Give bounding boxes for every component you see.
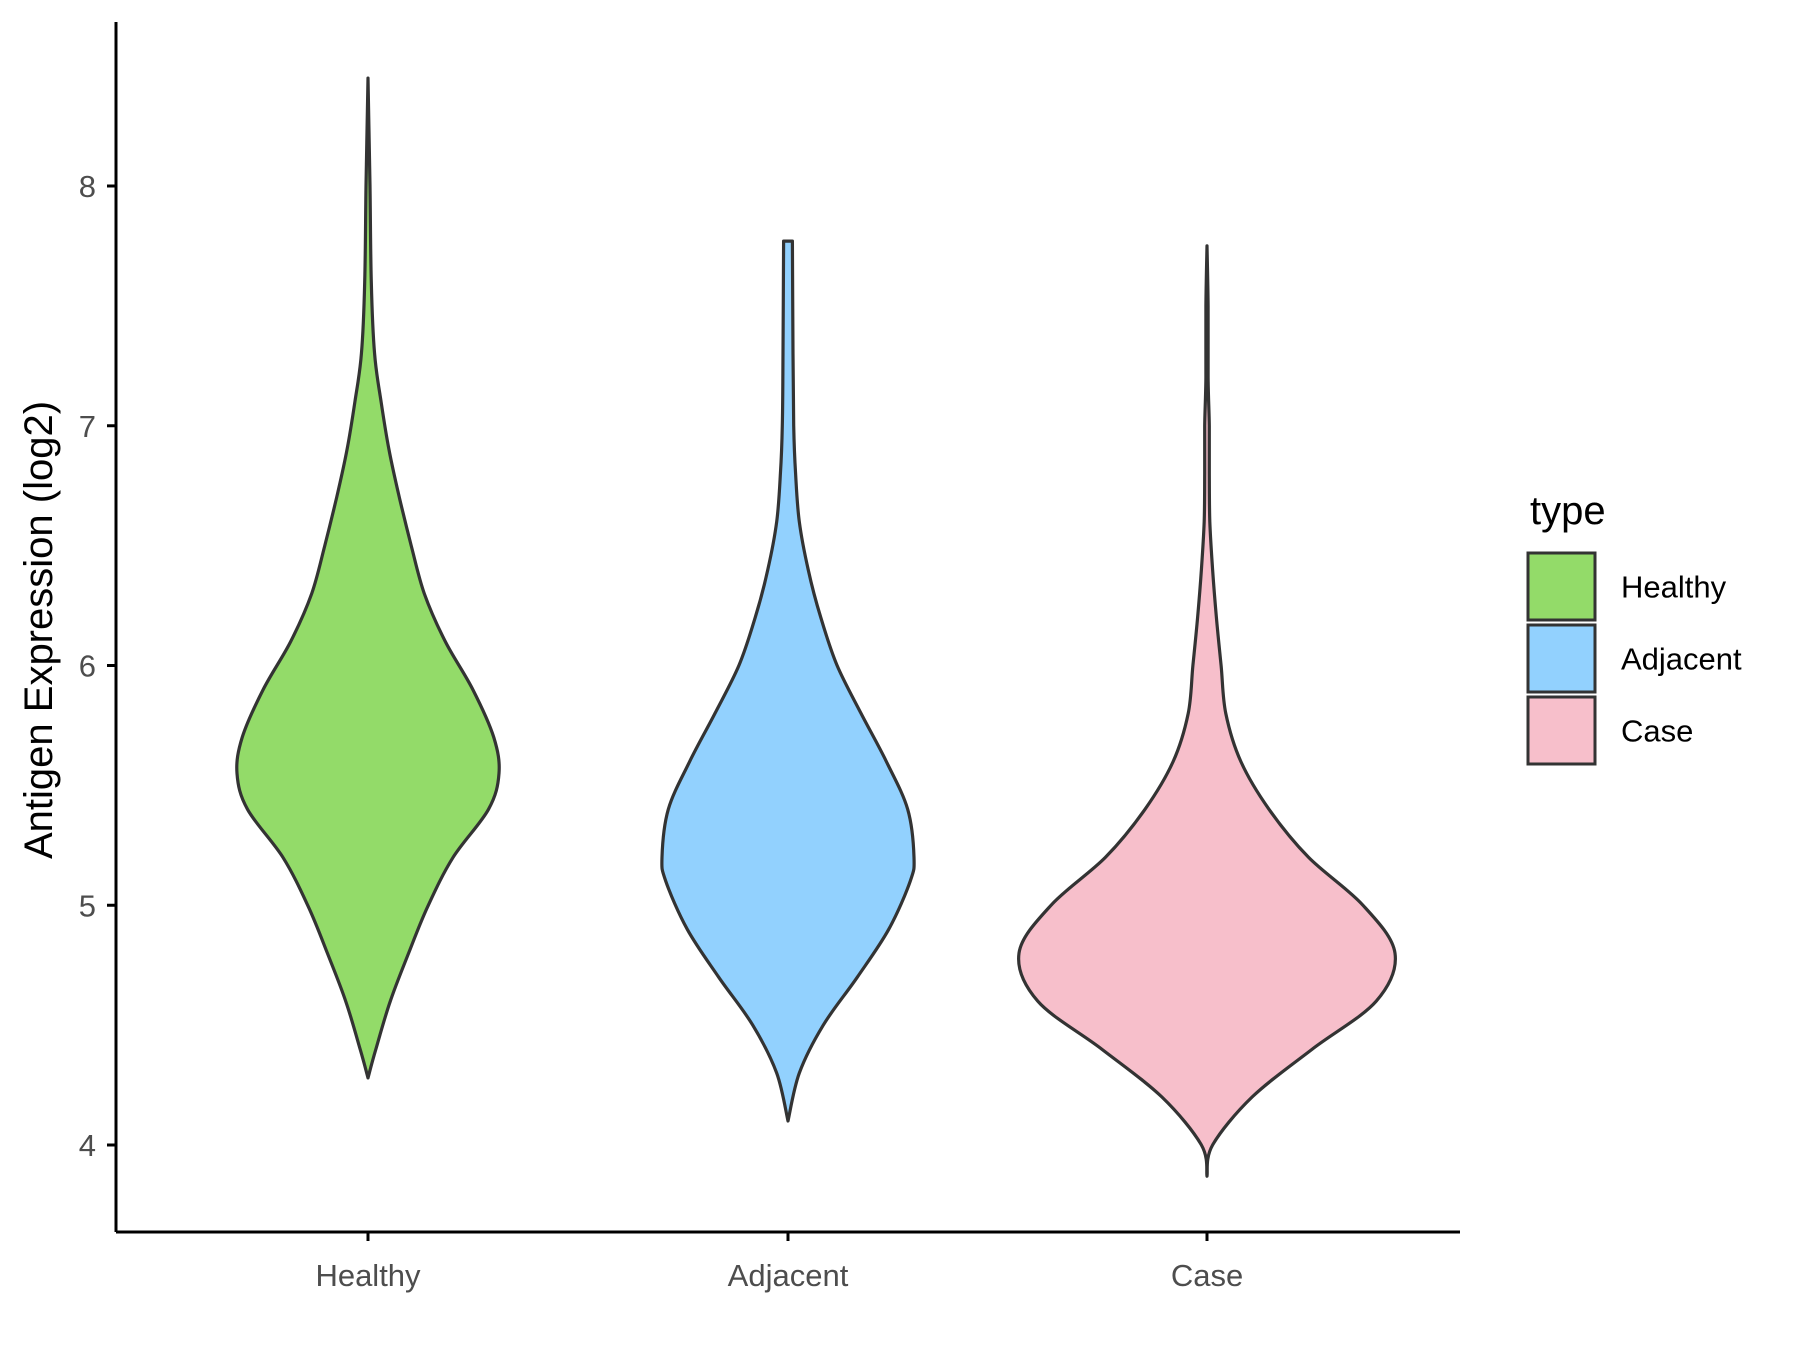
y-tick-label-4: 4 (79, 1128, 96, 1163)
x-tick-label-case: Case (1171, 1258, 1243, 1293)
legend-key-healthy (1526, 551, 1597, 622)
legend: type Healthy Adjacent Case (1526, 489, 1742, 766)
legend-key-adjacent (1526, 623, 1597, 694)
y-axis: 4 5 6 7 8 (79, 22, 118, 1232)
legend-title: type (1530, 489, 1606, 533)
x-tick-label-adjacent: Adjacent (728, 1258, 849, 1293)
legend-key-case (1526, 695, 1597, 766)
y-tick-label-6: 6 (79, 649, 96, 684)
violin-layer (235, 76, 1397, 1178)
legend-label-healthy: Healthy (1621, 570, 1727, 605)
violin-adjacent (660, 239, 916, 1123)
violin-healthy (235, 76, 501, 1080)
y-tick-label-5: 5 (79, 888, 96, 923)
x-tick-label-healthy: Healthy (315, 1258, 421, 1293)
legend-label-case: Case (1621, 714, 1693, 749)
violin-case (1017, 244, 1397, 1178)
y-axis-title: Antigen Expression (log2) (17, 401, 61, 859)
legend-label-adjacent: Adjacent (1621, 642, 1742, 677)
y-tick-label-7: 7 (79, 409, 96, 444)
y-tick-label-8: 8 (79, 169, 96, 204)
x-axis: Healthy Adjacent Case (116, 1230, 1460, 1293)
